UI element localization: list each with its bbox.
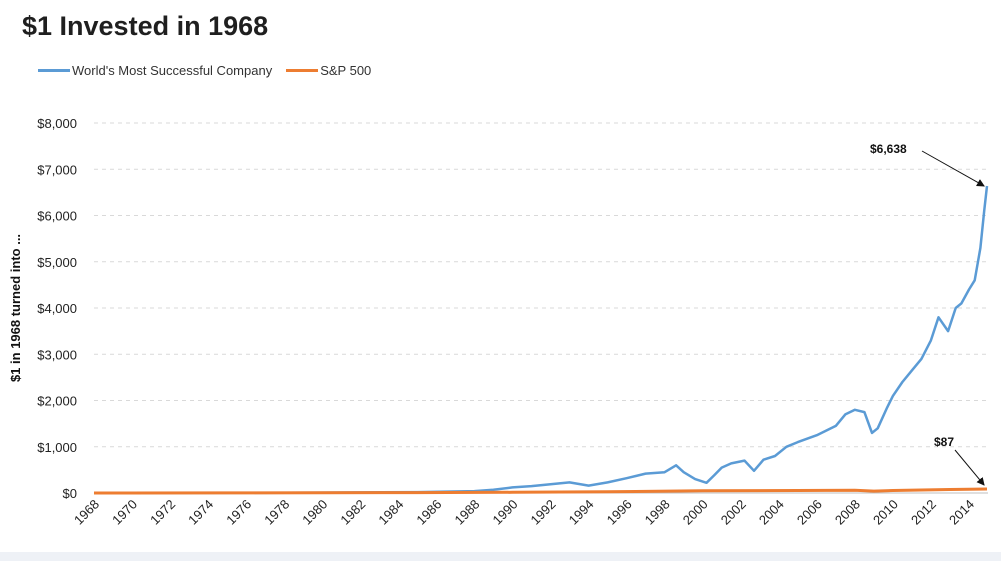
x-tick-label: 1986: [413, 497, 444, 528]
legend-item-sp500: S&P 500: [286, 63, 371, 78]
series-line-company: [93, 185, 989, 495]
annotation-company-final: $6,638: [870, 142, 907, 156]
y-tick-label: $2,000: [37, 394, 77, 409]
y-axis-title: $1 in 1968 turned into ...: [8, 234, 23, 382]
x-tick-label: 2000: [680, 497, 711, 528]
x-tick-label: 1976: [223, 497, 254, 528]
x-tick-label: 1990: [490, 497, 521, 528]
bottom-band: [0, 552, 1001, 561]
x-tick-label: 1998: [642, 497, 673, 528]
x-tick-label: 2004: [756, 497, 787, 528]
x-tick-label: 1974: [185, 497, 216, 528]
y-tick-label: $3,000: [37, 347, 77, 362]
annotation-arrow-sp500: [954, 449, 985, 486]
y-tick-label: $7,000: [37, 162, 77, 177]
x-tick-label: 1978: [261, 497, 292, 528]
chart-title: $1 Invested in 1968: [22, 11, 269, 41]
annotation-sp500-final: $87: [934, 435, 954, 449]
y-tick-label: $8,000: [37, 116, 77, 131]
legend-swatch-sp500: [286, 68, 319, 72]
x-tick-label: 1984: [375, 497, 406, 528]
legend-item-company: World's Most Successful Company: [38, 63, 272, 78]
legend-label-sp500: S&P 500: [320, 62, 372, 78]
x-tick-label: 1994: [566, 497, 597, 528]
x-tick-label: 2008: [832, 497, 863, 528]
x-tick-label: 1968: [71, 497, 102, 528]
x-tick-label: 2006: [794, 497, 825, 528]
x-tick-label: 2012: [908, 497, 939, 528]
y-tick-label: $0: [63, 486, 77, 501]
x-tick-label: 1988: [451, 497, 482, 528]
x-tick-label: 1972: [147, 497, 178, 528]
x-tick-label: 1980: [299, 497, 330, 528]
x-tick-label: 1970: [109, 497, 140, 528]
x-tick-label: 2014: [946, 497, 977, 528]
x-tick-label: 2010: [870, 497, 901, 528]
y-tick-label: $1,000: [37, 440, 77, 455]
x-tick-label: 2002: [718, 497, 749, 528]
legend: World's Most Successful Company S&P 500: [38, 60, 385, 80]
y-tick-label: $5,000: [37, 255, 77, 270]
x-tick-label: 1992: [528, 497, 559, 528]
y-tick-label: $6,000: [37, 209, 77, 224]
series-line-sp500: [93, 487, 988, 495]
legend-swatch-company: [38, 68, 70, 72]
annotation-arrow-company: [921, 150, 985, 187]
x-tick-label: 1996: [604, 497, 635, 528]
legend-label-company: World's Most Successful Company: [72, 62, 273, 78]
y-tick-label: $4,000: [37, 301, 77, 316]
x-tick-label: 1982: [337, 497, 368, 528]
